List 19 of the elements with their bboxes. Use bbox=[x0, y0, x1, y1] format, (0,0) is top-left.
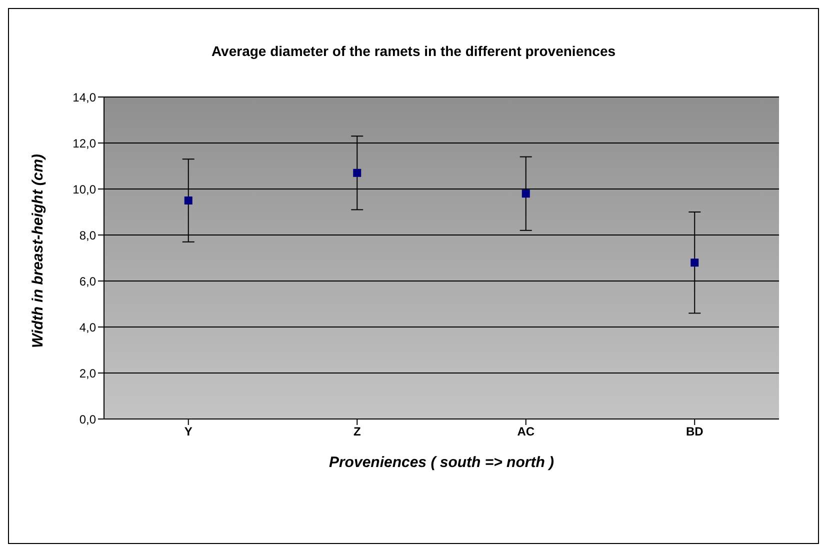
y-axis-title: Width in breast-height (cm) bbox=[29, 154, 46, 348]
point bbox=[690, 258, 699, 267]
x-tick-label: BD bbox=[686, 424, 704, 439]
y-tick-label: 4,0 bbox=[79, 320, 96, 334]
y-tick-label: 12,0 bbox=[72, 136, 96, 150]
point bbox=[353, 168, 362, 177]
x-tick-label: AC bbox=[517, 424, 535, 439]
point bbox=[522, 190, 530, 198]
y-tick-label: 10,0 bbox=[72, 182, 96, 196]
x-tick-label: Y bbox=[184, 424, 192, 439]
chart-title: Average diameter of the ramets in the different proveniences bbox=[210, 43, 617, 59]
y-tick-label: 6,0 bbox=[79, 274, 96, 288]
point bbox=[184, 196, 192, 204]
x-axis-title: Proveniences ( south => north ) bbox=[328, 454, 554, 471]
x-tick-label: Z bbox=[353, 424, 361, 439]
y-tick-label: 14,0 bbox=[72, 90, 96, 104]
y-tick-label: 8,0 bbox=[79, 228, 96, 242]
y-tick-label: 2,0 bbox=[79, 366, 96, 380]
y-tick-label: 0,0 bbox=[79, 412, 96, 426]
